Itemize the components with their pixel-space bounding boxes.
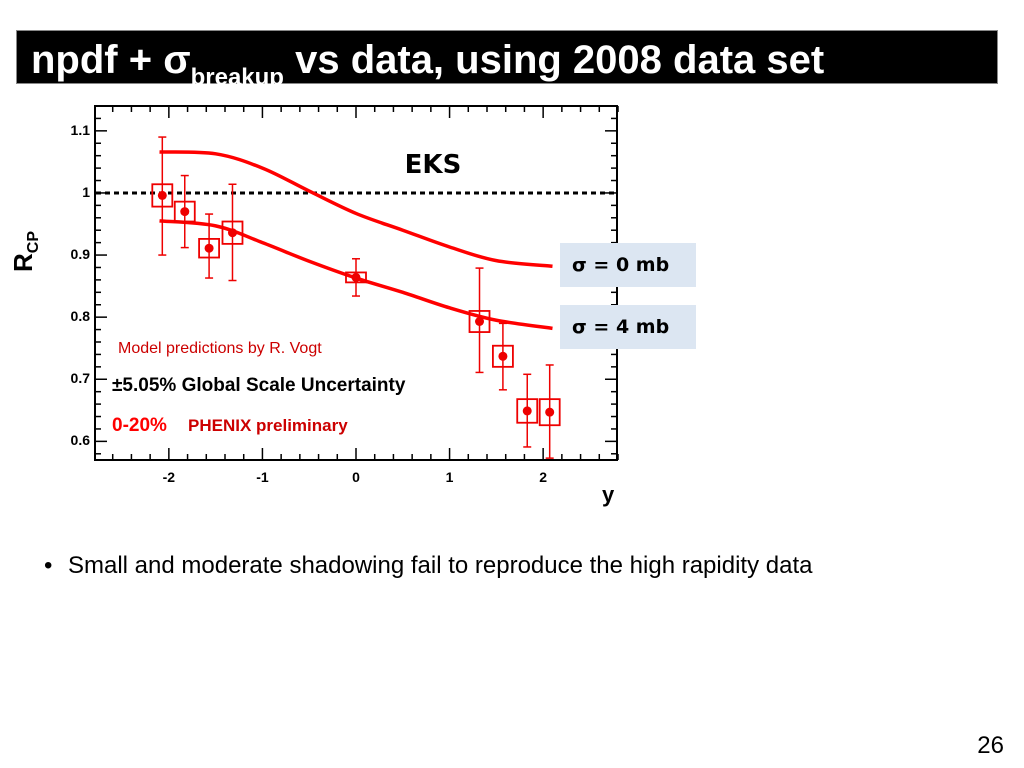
x-tick-label: 1 bbox=[446, 469, 454, 485]
title-bar: npdf + σbreakup vs data, using 2008 data… bbox=[16, 30, 998, 91]
model-note: Model predictions by R. Vogt bbox=[118, 340, 322, 357]
systematic-box bbox=[151, 183, 174, 208]
phenix-label: PHENIX preliminary bbox=[188, 416, 348, 435]
systematic-box bbox=[345, 271, 367, 284]
y-tick-label: 1.1 bbox=[70, 121, 90, 138]
data-point bbox=[180, 207, 190, 217]
systematic-box bbox=[198, 238, 220, 259]
systematic-box bbox=[468, 310, 491, 333]
data-point bbox=[498, 351, 508, 361]
chart-title: EKS bbox=[405, 150, 462, 180]
systematic-box bbox=[516, 398, 539, 424]
chart-area: -2 -1 0 1 2 EKS Model predictions by R. Vogt ±5… bbox=[94, 100, 620, 526]
systematic-box bbox=[173, 200, 196, 223]
scale-uncertainty-note: ±5.05% Global Scale Uncertainty bbox=[112, 375, 406, 396]
bullet-item: • Small and moderate shadowing fail to re… bbox=[44, 552, 812, 580]
y-tick-label: 1 bbox=[82, 183, 90, 200]
systematic-box bbox=[538, 398, 561, 427]
title-sigma: σ bbox=[163, 38, 191, 82]
x-axis-label: y bbox=[602, 482, 615, 507]
x-tick-label: 2 bbox=[539, 469, 547, 485]
systematic-box bbox=[221, 220, 244, 245]
title-rest: vs data, using 2008 data set bbox=[283, 38, 825, 82]
data-point bbox=[545, 407, 555, 417]
y-axis-label: RCP bbox=[8, 230, 42, 272]
legend-sigma-0: σ = 0 mb bbox=[560, 243, 696, 287]
data-point bbox=[157, 190, 167, 200]
y-tick-label: 0.7 bbox=[70, 370, 90, 387]
x-tick-label: -1 bbox=[256, 469, 269, 485]
data-point bbox=[351, 272, 361, 282]
bullet-dot-icon: • bbox=[44, 552, 53, 579]
title-subscript: breakup bbox=[190, 64, 284, 91]
systematic-box bbox=[492, 344, 514, 368]
data-point bbox=[522, 406, 532, 416]
y-axis-label-main: R bbox=[8, 253, 38, 272]
x-tick-label: 0 bbox=[352, 469, 360, 485]
page-number: 26 bbox=[977, 732, 1004, 759]
slide-title: npdf + σbreakup vs data, using 2008 data… bbox=[31, 35, 824, 91]
y-tick-label: 0.6 bbox=[70, 432, 90, 449]
legend-sigma-0-label: σ = 0 mb bbox=[572, 254, 670, 276]
y-tick-label: 0.9 bbox=[70, 246, 90, 263]
legend-sigma-4-label: σ = 4 mb bbox=[572, 316, 670, 338]
rcp-chart: -2 -1 0 1 2 EKS Model predictions by R. Vogt ±5… bbox=[94, 105, 619, 485]
data-point bbox=[227, 228, 237, 238]
data-point bbox=[204, 243, 214, 253]
x-tick-label: -2 bbox=[163, 469, 176, 485]
title-main: npdf + bbox=[31, 38, 164, 82]
model-curve-sigma-0 bbox=[159, 150, 553, 268]
y-axis-label-sub: CP bbox=[25, 230, 42, 254]
bullet-text: Small and moderate shadowing fail to rep… bbox=[68, 552, 813, 579]
centrality-label: 0-20% bbox=[112, 415, 167, 436]
data-point bbox=[475, 317, 485, 327]
y-tick-label: 0.8 bbox=[70, 308, 90, 325]
legend-sigma-4: σ = 4 mb bbox=[560, 305, 696, 349]
